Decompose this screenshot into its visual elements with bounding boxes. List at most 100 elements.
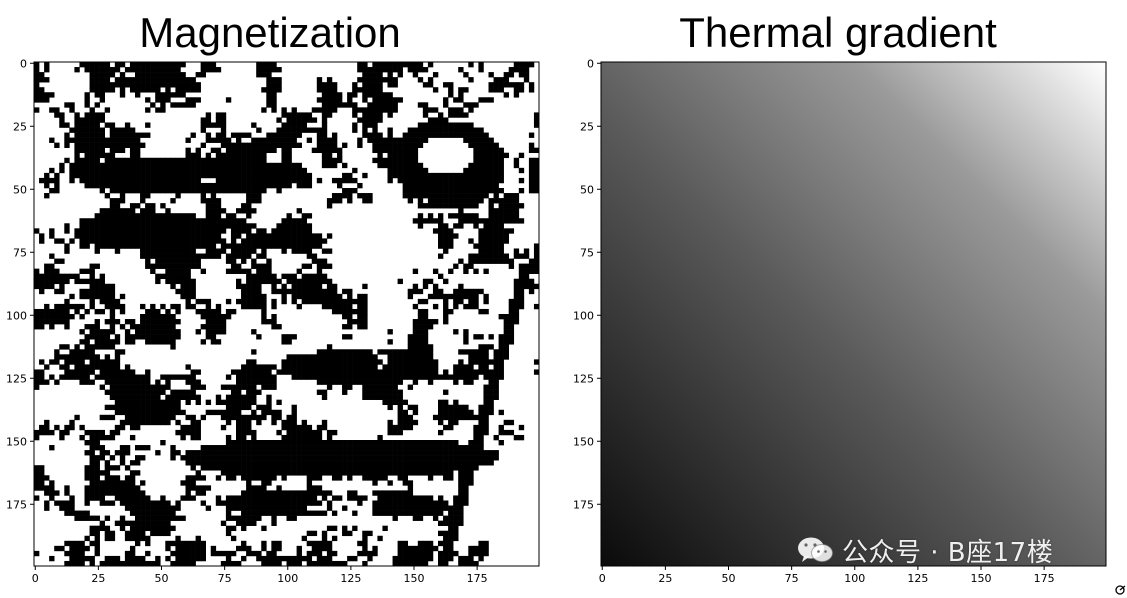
magnetization-cell <box>79 177 85 184</box>
magnetization-cell <box>533 162 540 169</box>
magnetization-cell <box>89 334 95 340</box>
magnetization-cell <box>498 223 504 229</box>
magnetization-cell <box>220 560 227 567</box>
magnetization-cell <box>316 127 323 133</box>
magnetization-cell <box>241 298 247 305</box>
magnetization-cell <box>387 157 393 164</box>
magnetization-cell <box>64 560 70 567</box>
magnetization-cell <box>236 188 242 194</box>
magnetization-cell <box>316 132 323 138</box>
magnetization-cell <box>225 445 232 451</box>
magnetization-cell <box>190 379 196 385</box>
magnetization-cell <box>190 414 196 421</box>
magnetization-cell <box>160 233 166 239</box>
magnetization-cell <box>175 545 181 552</box>
magnetization-cell <box>291 445 297 451</box>
magnetization-cell <box>326 92 333 98</box>
magnetization-cell <box>281 107 287 113</box>
magnetization-cell <box>266 470 272 476</box>
magnetization-cell <box>407 500 414 506</box>
magnetization-cell <box>230 394 237 400</box>
magnetization-cell <box>296 243 302 249</box>
magnetization-cell <box>150 329 156 335</box>
magnetization-cell <box>246 142 252 148</box>
magnetization-cell <box>478 419 484 426</box>
magnetization-cell <box>347 359 353 365</box>
magnetization-cell <box>160 399 166 406</box>
magnetization-cell <box>261 303 267 310</box>
magnetization-cell <box>205 308 212 315</box>
magnetization-cell <box>326 374 333 380</box>
magnetization-cell <box>109 308 116 315</box>
magnetization-cell <box>291 555 297 562</box>
magnetization-cell <box>331 147 338 154</box>
magnetization-cell <box>165 258 171 264</box>
magnetization-cell <box>342 324 348 330</box>
magnetization-cell <box>453 198 459 204</box>
magnetization-cell <box>417 198 424 204</box>
magnetization-cell <box>44 379 50 385</box>
magnetization-cell <box>281 167 287 174</box>
magnetization-cell <box>412 470 419 476</box>
magnetization-cell <box>114 389 121 395</box>
magnetization-cell <box>478 233 484 239</box>
magnetization-cell <box>357 440 363 446</box>
magnetization-cell <box>493 349 499 355</box>
magnetization-cell <box>230 132 237 138</box>
magnetization-cell <box>135 243 141 249</box>
magnetization-cell <box>498 339 504 345</box>
magnetization-cell <box>215 253 222 259</box>
magnetization-cell <box>119 369 126 375</box>
magnetization-cell <box>306 500 313 506</box>
magnetization-cell <box>448 460 454 466</box>
thermal-y-tick-label: 50 <box>580 183 594 196</box>
magnetization-cell <box>246 213 252 219</box>
magnetization-cell <box>412 354 419 360</box>
magnetization-cell <box>94 374 100 380</box>
magnetization-cell <box>79 515 85 521</box>
magnetization-cell <box>326 460 333 466</box>
magnetization-cell <box>286 182 292 189</box>
magnetization-cell <box>185 460 191 466</box>
magnetization-cell <box>468 369 474 375</box>
magnetization-cell <box>523 278 530 285</box>
magnetization-cell <box>276 369 282 375</box>
magnetization-cell <box>94 550 100 557</box>
magnetization-cell <box>296 218 302 224</box>
magnetization-cell <box>175 82 181 88</box>
magnetization-cell <box>412 515 419 521</box>
magnetization-cell <box>114 182 121 189</box>
magnetization-cell <box>306 112 313 118</box>
magnetization-cell <box>387 137 393 143</box>
magnetization-cell <box>432 440 439 446</box>
magnetization-cell <box>220 132 227 138</box>
magnetization-cell <box>372 460 378 466</box>
magnetization-cell <box>473 177 479 184</box>
magnetization-cell <box>215 132 222 138</box>
magnetization-cell <box>412 460 419 466</box>
magnetization-cell <box>453 223 459 229</box>
magnetization-cell <box>109 122 116 128</box>
magnetization-cell <box>326 82 333 88</box>
magnetization-cell <box>342 445 348 451</box>
magnetization-cell <box>331 288 338 295</box>
magnetization-cell <box>165 243 171 249</box>
magnetization-cell <box>185 228 191 234</box>
magnetization-cell <box>170 399 176 406</box>
magnetization-cell <box>347 334 353 340</box>
magnetization-cell <box>140 314 146 320</box>
magnetization-cell <box>99 208 105 214</box>
magnetization-cell <box>513 203 520 209</box>
magnetization-cell <box>170 258 176 264</box>
magnetization-cell <box>150 87 156 93</box>
magnetization-cell <box>99 233 105 239</box>
magnetization-cell <box>271 132 277 138</box>
magnetization-cell <box>39 314 45 320</box>
magnetization-cell <box>483 258 489 264</box>
magnetization-cell <box>266 379 272 385</box>
magnetization-cell <box>114 319 121 325</box>
magnetization-cell <box>523 72 530 78</box>
magnetization-cell <box>458 182 464 189</box>
magnetization-cell <box>114 162 121 169</box>
magnetization-cell <box>251 384 257 390</box>
